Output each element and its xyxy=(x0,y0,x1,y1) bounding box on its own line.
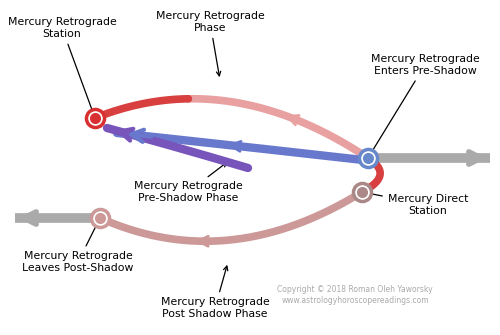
Text: Mercury Retrograde
Post Shadow Phase: Mercury Retrograde Post Shadow Phase xyxy=(160,266,270,319)
Text: Mercury Retrograde
Phase: Mercury Retrograde Phase xyxy=(156,11,264,76)
Text: Mercury Direct
Station: Mercury Direct Station xyxy=(366,192,468,216)
Text: Copyright © 2018 Roman Oleh Yaworsky
www.astrologyhoroscopereadings.com: Copyright © 2018 Roman Oleh Yaworsky www… xyxy=(277,285,433,305)
Text: Mercury Retrograde
Leaves Post-Shadow: Mercury Retrograde Leaves Post-Shadow xyxy=(22,222,134,273)
Text: Mercury Retrograde
Station: Mercury Retrograde Station xyxy=(8,17,117,114)
Text: Mercury Retrograde
Enters Pre-Shadow: Mercury Retrograde Enters Pre-Shadow xyxy=(370,54,480,154)
Text: Mercury Retrograde
Pre-Shadow Phase: Mercury Retrograde Pre-Shadow Phase xyxy=(134,162,242,203)
